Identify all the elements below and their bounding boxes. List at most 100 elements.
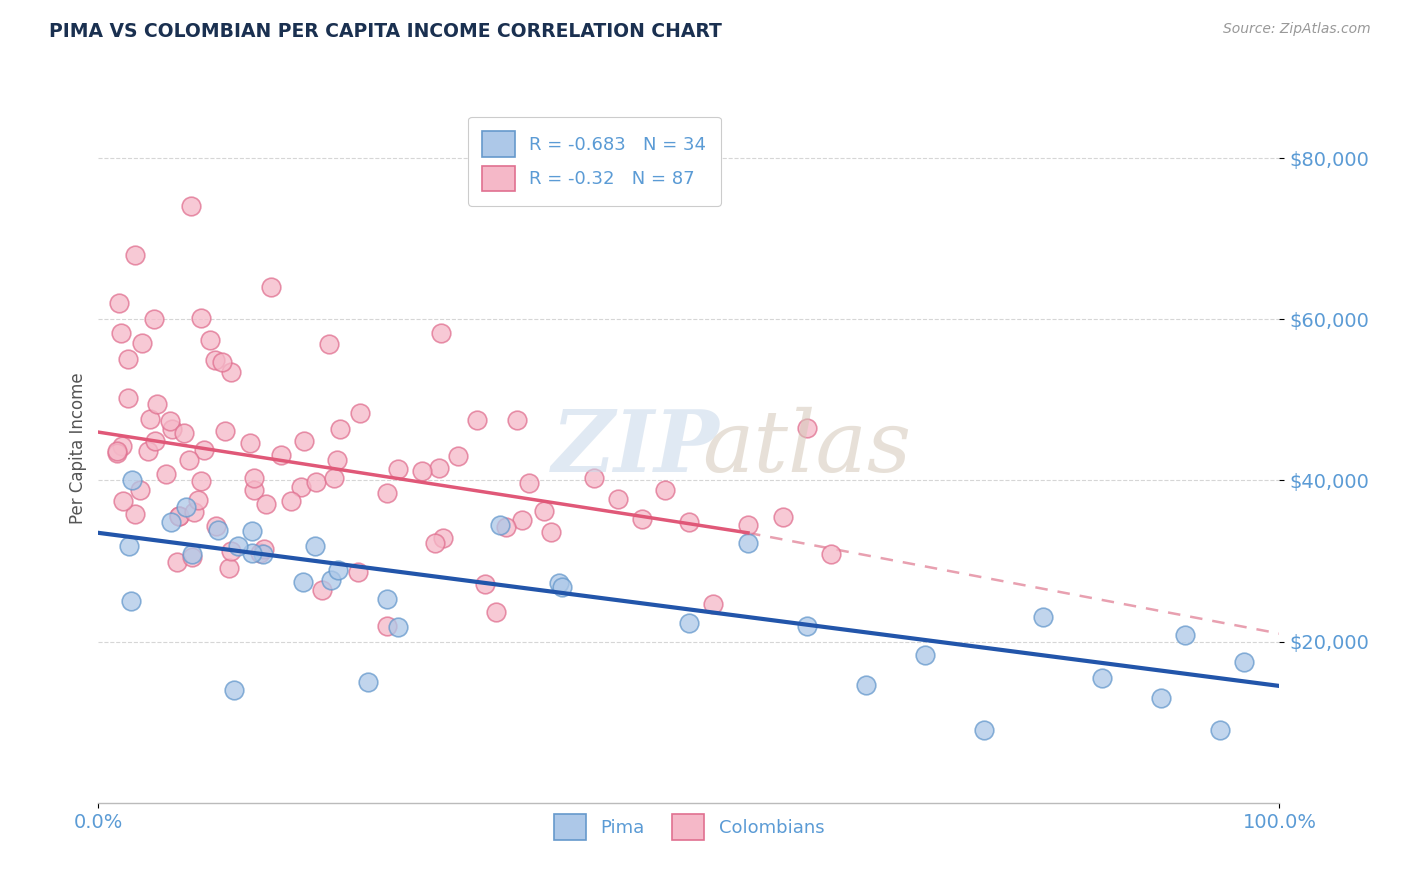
Point [143, 312, 166, 326]
Point [180, 547, 202, 561]
Point [224, 683, 246, 698]
Point [357, 674, 380, 689]
Point [387, 462, 409, 476]
Point [678, 515, 700, 529]
Point [136, 444, 159, 458]
Point [124, 248, 146, 262]
Point [120, 593, 142, 607]
Text: PIMA VS COLOMBIAN PER CAPITA INCOME CORRELATION CHART: PIMA VS COLOMBIAN PER CAPITA INCOME CORR… [49, 22, 723, 41]
Point [430, 326, 453, 340]
Point [796, 421, 818, 435]
Point [329, 422, 352, 436]
Y-axis label: Per Capita Income: Per Capita Income [69, 373, 87, 524]
Point [105, 446, 128, 460]
Point [243, 483, 266, 498]
Point [159, 515, 181, 529]
Point [1209, 723, 1232, 738]
Point [181, 550, 204, 565]
Point [1233, 655, 1256, 669]
Point [510, 513, 533, 527]
Point [190, 474, 212, 488]
Point [219, 365, 242, 379]
Point [551, 580, 574, 594]
Point [183, 505, 205, 519]
Point [326, 563, 349, 577]
Point [214, 424, 236, 438]
Point [159, 414, 181, 428]
Point [772, 509, 794, 524]
Point [855, 678, 877, 692]
Point [540, 525, 562, 540]
Point [506, 413, 529, 427]
Point [533, 503, 555, 517]
Point [1032, 610, 1054, 624]
Point [291, 574, 314, 589]
Point [190, 310, 212, 325]
Point [429, 461, 451, 475]
Point [166, 555, 188, 569]
Point [177, 453, 200, 467]
Point [204, 353, 226, 368]
Text: ZIP: ZIP [553, 407, 720, 490]
Point [167, 509, 190, 524]
Point [1091, 671, 1114, 685]
Point [211, 355, 233, 369]
Point [737, 517, 759, 532]
Point [131, 336, 153, 351]
Point [349, 406, 371, 420]
Point [219, 544, 242, 558]
Point [187, 493, 209, 508]
Point [193, 443, 215, 458]
Point [321, 573, 343, 587]
Point [121, 474, 143, 488]
Point [446, 449, 468, 463]
Point [118, 539, 141, 553]
Point [280, 494, 302, 508]
Point [485, 605, 508, 619]
Point [111, 439, 134, 453]
Point [155, 467, 177, 482]
Point [239, 436, 262, 450]
Point [146, 396, 169, 410]
Point [124, 507, 146, 521]
Point [973, 723, 995, 738]
Point [465, 413, 488, 427]
Point [117, 392, 139, 406]
Point [914, 648, 936, 662]
Point [346, 565, 368, 579]
Point [218, 561, 240, 575]
Point [1174, 628, 1197, 642]
Point [411, 464, 433, 478]
Point [129, 483, 152, 497]
Point [253, 541, 276, 556]
Text: atlas: atlas [703, 407, 911, 490]
Point [323, 471, 346, 485]
Point [305, 475, 328, 490]
Point [205, 518, 228, 533]
Point [180, 199, 202, 213]
Point [242, 471, 264, 485]
Point [1150, 690, 1173, 705]
Point [796, 619, 818, 633]
Point [489, 518, 512, 533]
Point [375, 486, 398, 500]
Point [517, 475, 540, 490]
Point [547, 575, 569, 590]
Point [111, 493, 134, 508]
Point [583, 471, 606, 485]
Point [252, 547, 274, 561]
Point [607, 491, 630, 506]
Legend: Pima, Colombians: Pima, Colombians [547, 807, 831, 847]
Point [207, 523, 229, 537]
Point [737, 536, 759, 550]
Point [167, 508, 190, 523]
Point [294, 434, 316, 448]
Point [139, 412, 162, 426]
Point [654, 483, 676, 497]
Point [117, 351, 139, 366]
Point [678, 616, 700, 631]
Point [630, 512, 652, 526]
Point [495, 519, 517, 533]
Point [474, 577, 496, 591]
Point [290, 480, 312, 494]
